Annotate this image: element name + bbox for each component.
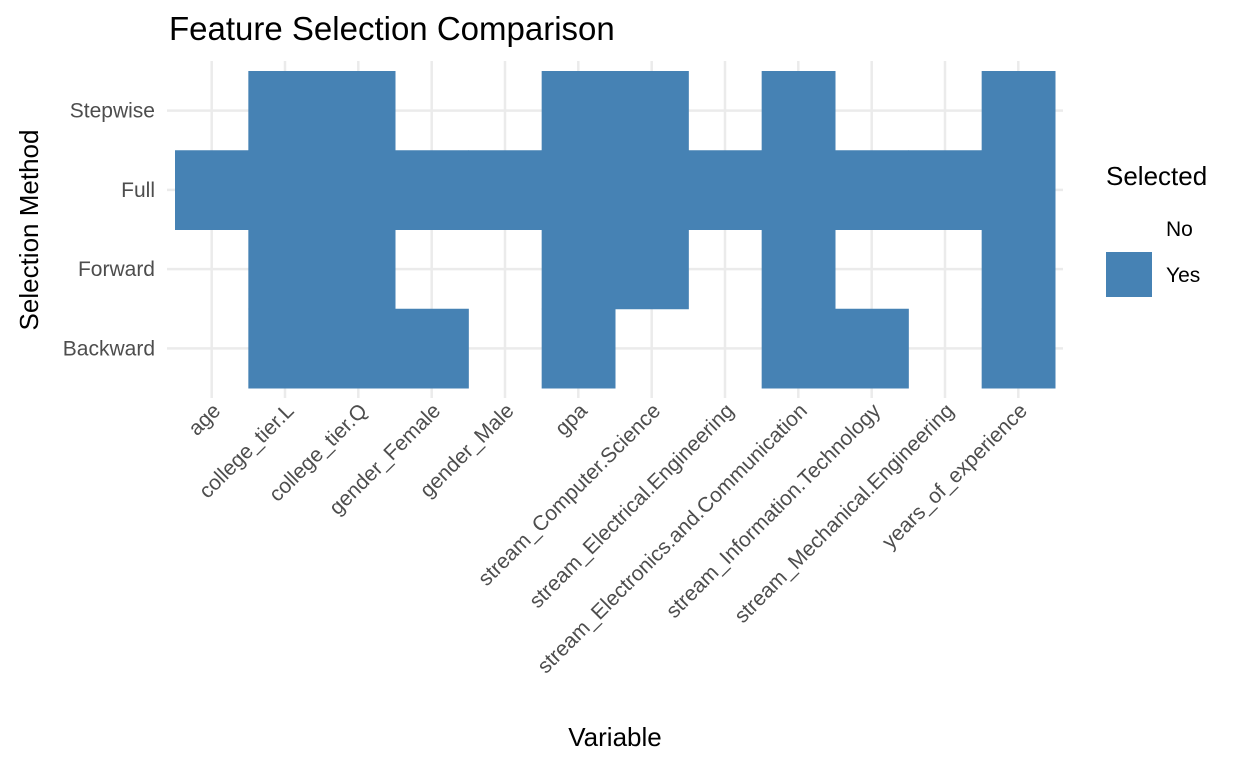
heatmap-cell: [615, 309, 689, 389]
heatmap-cell: [981, 308, 1056, 389]
heatmap-cell: [395, 150, 469, 230]
heatmap-cell: [615, 71, 689, 151]
heatmap-cell: [615, 150, 689, 230]
y-tick-label: Stepwise: [70, 100, 155, 123]
heatmap-cell: [468, 309, 542, 389]
x-tick-label: gpa: [551, 399, 592, 440]
heatmap-cell: [541, 71, 616, 151]
x-axis-title: Variable: [568, 722, 661, 752]
heatmap-cell: [761, 150, 836, 230]
legend: Selected No Yes: [1106, 161, 1207, 297]
heatmap-cell: [248, 71, 323, 151]
heatmap-cell: [248, 229, 323, 310]
x-tick-label: years_of_experience: [878, 399, 1032, 553]
heatmap-cell: [688, 150, 763, 230]
heatmap-cell: [395, 230, 469, 310]
heatmap-cell: [541, 308, 616, 389]
heatmap-cell: [175, 150, 249, 230]
heatmap-cell: [688, 230, 762, 310]
heatmap-cell: [248, 150, 323, 230]
heatmap-cell: [468, 150, 543, 230]
heatmap-cell: [908, 309, 982, 389]
heatmap-cell: [321, 229, 396, 310]
heatmap-cell: [908, 150, 983, 230]
legend-label-no: No: [1166, 218, 1193, 241]
heatmap-cell: [835, 230, 909, 310]
heatmap-cell: [468, 71, 542, 151]
cells-layer: [175, 71, 1056, 389]
heatmap-cell: [321, 71, 396, 151]
y-tick-label: Forward: [78, 258, 155, 281]
heatmap-cell: [541, 229, 616, 310]
heatmap-cell: [835, 71, 909, 151]
heatmap-cell: [761, 229, 836, 310]
x-tick-label: stream_Electronics.and.Communication: [533, 399, 812, 678]
y-tick-label: Full: [121, 179, 155, 202]
heatmap-cell: [541, 150, 616, 230]
y-tick-label: Backward: [63, 337, 155, 360]
heatmap-cell: [175, 309, 249, 389]
heatmap-cell: [908, 71, 982, 151]
heatmap-cell: [321, 308, 396, 389]
heatmap-cell: [688, 309, 762, 389]
heatmap-cell: [981, 71, 1056, 151]
heatmap-cell: [761, 308, 836, 389]
heatmap-cell: [395, 308, 469, 389]
heatmap-cell: [761, 71, 836, 151]
heatmap-cell: [321, 150, 396, 230]
x-tick-label: age: [184, 399, 225, 440]
heatmap-cell: [175, 71, 249, 151]
heatmap-cell: [835, 150, 909, 230]
heatmap-cell: [615, 229, 689, 310]
heatmap-cell: [981, 229, 1056, 310]
heatmap-cell: [395, 71, 469, 151]
legend-key-no: [1106, 206, 1152, 251]
heatmap-cell: [248, 308, 323, 389]
legend-key-yes: [1106, 252, 1152, 297]
legend-title: Selected: [1106, 161, 1207, 191]
heatmap-cell: [981, 150, 1056, 230]
chart-title: Feature Selection Comparison: [169, 10, 615, 47]
heatmap-cell: [468, 230, 542, 310]
heatmap-cell: [175, 230, 249, 310]
legend-label-yes: Yes: [1166, 264, 1200, 287]
heatmap-cell: [835, 308, 909, 389]
heatmap-cell: [908, 230, 982, 310]
heatmap-cell: [688, 71, 762, 151]
y-axis-title: Selection Method: [14, 130, 44, 331]
